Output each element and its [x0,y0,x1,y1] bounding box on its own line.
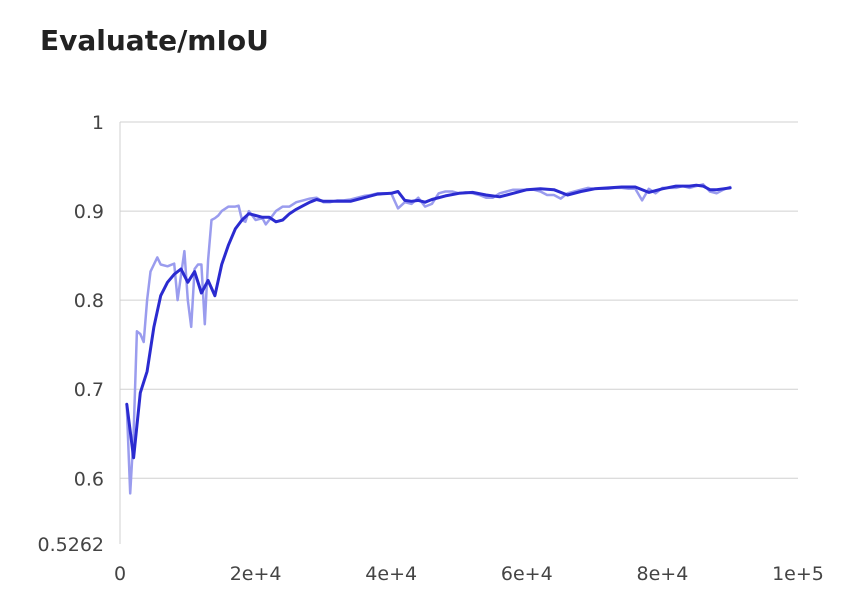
chart-title: Evaluate/mIoU [40,24,269,57]
y-tick-label: 0.8 [74,290,104,312]
grid-lines [119,121,798,544]
x-tick-label: 4e+4 [365,563,417,585]
smoothed-series-line [125,183,732,460]
x-axis-ticks: 0 2e+4 4e+4 6e+4 8e+4 1e+5 [114,563,824,585]
series-lines [125,183,732,495]
y-tick-label: 0.7 [74,379,104,401]
x-tick-label: 1e+5 [772,563,824,585]
raw-series-line [125,183,732,495]
x-tick-label: 6e+4 [501,563,553,585]
x-tick-label: 8e+4 [637,563,689,585]
x-tick-label: 2e+4 [230,563,282,585]
y-tick-label: 0.9 [74,201,104,223]
y-tick-label: 1 [92,112,104,134]
y-tick-label: 0.5262 [38,534,104,556]
y-tick-label: 0.6 [74,468,104,490]
y-axis-ticks: 0.5262 0.6 0.7 0.8 0.9 1 [38,112,104,556]
x-tick-label: 0 [114,563,126,585]
